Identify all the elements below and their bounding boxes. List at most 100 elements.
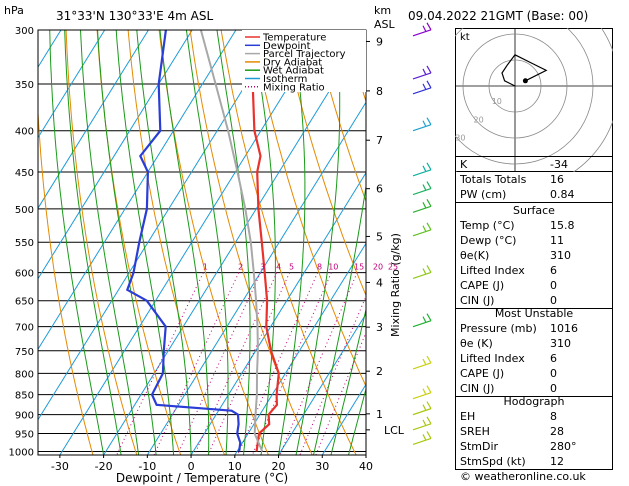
table-row: EH 8 [456, 409, 612, 424]
row-label: CAPE (J) [460, 367, 505, 380]
section-title: Hodograph [503, 395, 565, 408]
wind-barb-flag [422, 434, 427, 441]
table-row: SREH 28 [456, 424, 612, 439]
table-row: Temp (°C) 15.8 [456, 218, 612, 233]
table-row: CAPE (J) 0 [456, 278, 612, 293]
indices-table: K -34 Totals Totals 16 PW (cm) 0.84 [455, 156, 613, 203]
isotherm-line [38, 30, 193, 280]
wind-barb-flag [422, 419, 427, 427]
wind-barb-flag [426, 416, 432, 425]
temperature-tick-label: 40 [359, 460, 373, 473]
pressure-tick-label: 800 [15, 369, 34, 380]
row-value: 310 [550, 249, 571, 262]
parcel-trajectory-series [199, 30, 264, 452]
row-label: θe (K) [460, 337, 493, 350]
wind-barb-flag [426, 222, 432, 231]
legend-label: Isotherm [263, 74, 307, 85]
legend-label: Wet Adiabat [263, 66, 324, 77]
wind-barb [412, 124, 432, 132]
wind-barb-flag [426, 401, 432, 409]
km-unit-label: km [374, 4, 392, 17]
hodograph-ring [488, 59, 542, 113]
height-km-label: 1 [376, 408, 383, 421]
isotherm-line [38, 30, 106, 139]
hodograph-ring [455, 28, 594, 165]
table-row: θe(K) 310 [456, 248, 612, 263]
wind-barb-flag [422, 225, 427, 233]
wind-barb [412, 408, 432, 416]
wind-barb-flag [422, 165, 427, 173]
wind-barb-flag [422, 358, 427, 366]
dry-adiabat-line [282, 30, 366, 297]
temperature-tick-label: 0 [188, 460, 195, 473]
isotherm-line [103, 30, 366, 455]
row-value: 11 [550, 234, 564, 247]
row-value: 1016 [550, 322, 578, 335]
height-km-label: 9 [376, 35, 383, 48]
wind-barb-flag [422, 268, 427, 275]
wet-adiabat-line [216, 30, 251, 455]
height-km-label: 2 [376, 365, 383, 378]
mixing-ratio-axis-title: Mixing Ratio (g/kg) [389, 233, 402, 337]
station-location: 31°33'N 130°33'E 4m ASL [56, 9, 214, 23]
pressure-tick-label: 1000 [9, 448, 34, 459]
wind-barb-flag [426, 65, 432, 74]
pressure-tick-label: 850 [15, 391, 34, 402]
row-value: 6 [550, 352, 557, 365]
temperature-tick-label: -10 [138, 460, 156, 473]
legend-box [242, 30, 366, 92]
wind-barb [412, 271, 432, 280]
asl-label: ASL [374, 18, 395, 31]
wind-barb-flag [426, 162, 432, 171]
row-value: 310 [550, 337, 571, 350]
table-row: CIN (J) 0 [456, 381, 612, 396]
wind-barb [412, 87, 432, 95]
isotherm-line [38, 30, 281, 421]
hodograph-stats-table: Hodograph EH 8 SREH 28 StmDir 280° StmSpd (… [455, 394, 613, 470]
height-km-label: 3 [376, 321, 383, 334]
table-row: Dewp (°C) 11 [456, 233, 612, 248]
storm-motion-marker [522, 78, 528, 84]
row-label: CIN (J) [460, 382, 495, 395]
height-km-label: 4 [376, 276, 383, 289]
wet-adiabat-line [295, 30, 341, 455]
wind-barb-flag [422, 202, 427, 209]
row-value: 0 [550, 294, 557, 307]
temperature-tick-label: -20 [95, 460, 113, 473]
mixing-ratio-label: 8 [317, 263, 322, 272]
pressure-tick-label: 350 [15, 80, 34, 91]
row-value: 0 [550, 279, 557, 292]
temperature-tick-label: 20 [272, 460, 286, 473]
wet-adiabat-line [278, 30, 306, 455]
row-label: StmSpd (kt) [460, 455, 526, 468]
table-row: Totals Totals 16 [456, 172, 612, 187]
dry-adiabat-line [313, 30, 366, 203]
temperature-tick-label: -30 [51, 460, 69, 473]
hodograph-ring-label: 20 [474, 115, 484, 124]
wind-barb [412, 72, 432, 80]
isotherm-line [38, 30, 237, 351]
index-value: 0.84 [550, 188, 575, 201]
table-row: StmSpd (kt) 12 [456, 454, 612, 469]
height-km-label: 5 [376, 230, 383, 243]
pressure-tick-label: 700 [15, 323, 34, 334]
wind-barb-flag [426, 199, 432, 207]
wind-barb [412, 187, 432, 196]
legend-label: Temperature [262, 33, 326, 44]
isotherm-line [190, 171, 366, 455]
dry-adiabat-line [251, 30, 366, 388]
height-km-label: 6 [376, 183, 383, 196]
index-value: 16 [550, 173, 564, 186]
row-label: Lifted Index [460, 264, 525, 277]
temperature-series [251, 30, 280, 452]
pressure-tick-label: 400 [15, 127, 34, 138]
wet-adiabat-line [330, 307, 366, 455]
wind-barb [412, 29, 432, 37]
table-row: StmDir 280° [456, 439, 612, 454]
index-label: PW (cm) [460, 188, 507, 201]
wet-adiabat-line [115, 30, 175, 455]
wet-adiabat-line [64, 30, 122, 455]
wet-adiabat-line [159, 30, 210, 455]
hpa-unit-label: hPa [4, 4, 24, 17]
dewpoint-series [125, 30, 242, 452]
